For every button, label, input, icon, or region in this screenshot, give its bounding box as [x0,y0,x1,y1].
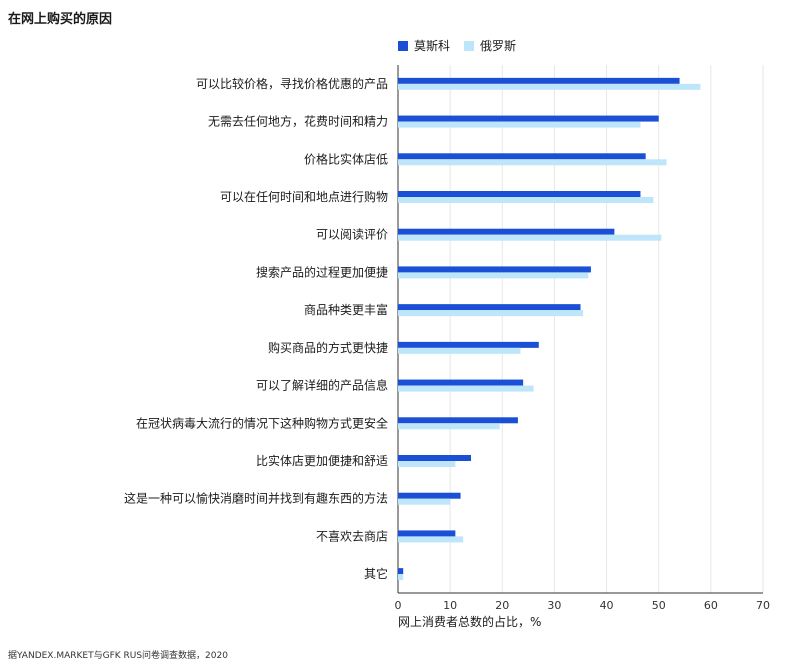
bar-russia [398,234,662,241]
bar-moscow [398,530,456,537]
bar-russia [398,385,534,392]
category-label: 在冠状病毒大流行的情况下这种购物方式更安全 [136,415,388,430]
bar-russia [398,83,701,90]
category-label: 搜索产品的过程更加便捷 [256,264,388,279]
x-tick-label: 70 [756,599,770,612]
category-label: 可以在任何时间和地点进行购物 [220,189,388,204]
category-label: 价格比实体店低 [304,151,388,166]
bar-russia [398,498,451,505]
bar-moscow [398,77,680,84]
category-label: 可以了解详细的产品信息 [256,378,388,393]
bar-russia [398,423,500,430]
bar-moscow [398,115,659,122]
bar-moscow [398,191,641,197]
x-tick-label: 20 [495,599,509,612]
x-axis-label: 网上消费者总数的占比，% [398,614,541,629]
category-label: 不喜欢去商店 [316,528,388,543]
category-label: 商品种类更丰富 [304,302,388,317]
x-tick-label: 60 [704,599,718,612]
category-label: 这是一种可以愉快消磨时间并找到有趣东西的方法 [124,491,388,506]
bar-moscow [398,492,461,499]
bar-russia [398,197,654,203]
bar-moscow [398,341,539,348]
bar-russia [398,310,584,317]
legend-item-moscow: 莫斯科 [398,37,450,54]
x-tick-label: 50 [652,599,666,612]
category-label: 其它 [364,566,388,581]
bar-russia [398,536,464,543]
x-tick-label: 0 [395,599,402,612]
legend-swatch-russia [464,40,475,51]
bar-russia [398,347,521,354]
category-label: 购买商品的方式更快捷 [268,340,388,355]
legend-label-russia: 俄罗斯 [480,39,517,53]
legend-swatch-moscow [398,40,408,51]
category-label: 比实体店更加便捷和舒适 [256,453,388,468]
bar-moscow [398,417,518,424]
legend: 莫斯科 俄罗斯 [398,37,516,54]
bar-russia [398,159,667,166]
x-tick-label: 30 [547,599,561,612]
bar-moscow [398,568,404,575]
legend-label-moscow: 莫斯科 [414,39,451,53]
category-label: 可以比较价格，寻找价格优惠的产品 [196,76,388,91]
chart-title: 在网上购买的原因 [8,12,113,27]
x-tick-label: 40 [600,599,614,612]
bar-moscow [398,455,471,461]
bar-moscow [398,266,591,273]
bar-moscow [398,379,524,386]
legend-item-russia: 俄罗斯 [464,37,516,54]
bar-russia [398,121,641,128]
bar-moscow [398,153,646,160]
category-label: 无需去任何地方，花费时间和精力 [208,114,388,129]
bar-russia [398,272,589,279]
bar-russia [398,574,404,581]
bar-moscow [398,228,615,235]
source-note: 据YANDEX.MARKET与GFK RUS问卷调查数据，2020 [8,651,228,661]
category-label: 可以阅读评价 [316,228,388,242]
bar-russia [398,461,456,467]
bar-moscow [398,304,581,311]
x-tick-label: 10 [443,599,457,612]
